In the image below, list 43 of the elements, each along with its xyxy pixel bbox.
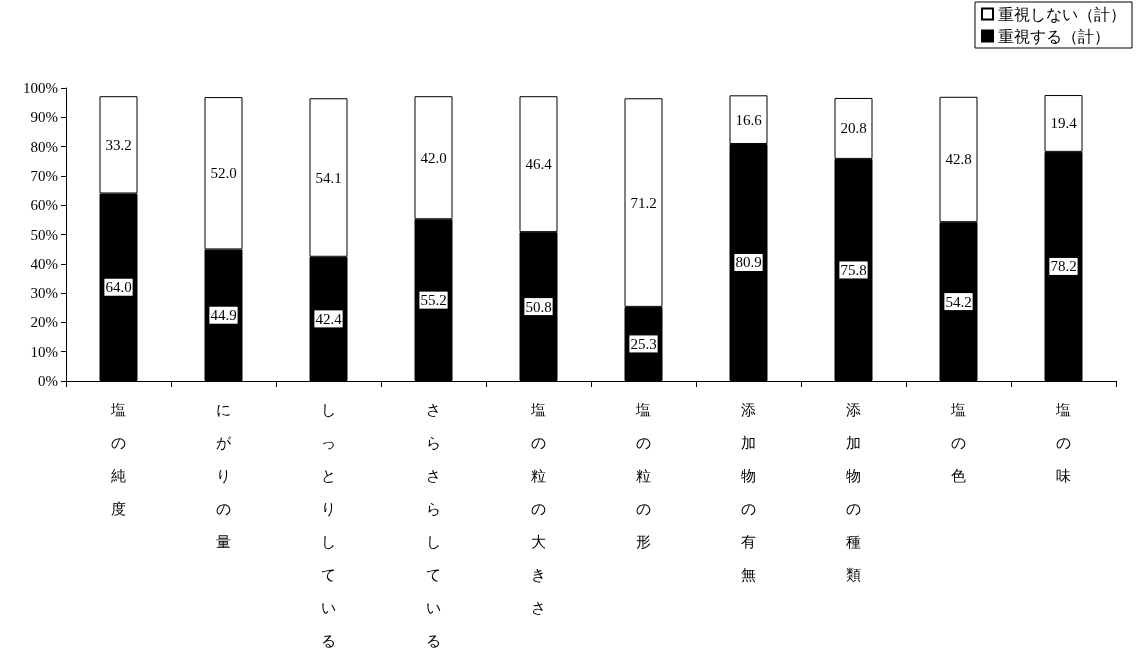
y-tick-label: 30% (30, 285, 58, 302)
legend-label: 重視する（計） (998, 27, 1110, 45)
data-label: 54.1 (315, 169, 342, 186)
y-tick-label: 50% (30, 226, 58, 243)
x-tick-label: にがりの量 (216, 401, 232, 550)
data-label: 46.4 (525, 156, 553, 173)
x-tick-label: しっとりしている (321, 401, 336, 649)
data-label: 54.2 (945, 293, 972, 310)
x-tick-label: 塩の粒の大きさ (530, 401, 546, 616)
data-label: 33.2 (105, 136, 132, 153)
x-tick-label: 塩の味 (1055, 401, 1071, 484)
x-tick-label: 塩の色 (950, 401, 966, 484)
data-label: 44.9 (210, 307, 237, 324)
data-label: 20.8 (840, 120, 867, 137)
y-tick-label: 10% (30, 343, 58, 360)
x-tick-label: 塩の粒の形 (635, 401, 651, 550)
data-label: 16.6 (735, 111, 763, 128)
x-tick-label: 塩の純度 (110, 401, 126, 517)
data-label: 42.4 (315, 310, 343, 327)
data-label: 50.8 (525, 298, 552, 315)
legend-label: 重視しない（計） (998, 5, 1126, 23)
x-tick-label: 添加物の種類 (846, 401, 861, 583)
y-tick-label: 60% (30, 197, 58, 214)
y-tick-label: 80% (30, 138, 58, 155)
y-tick-label: 20% (30, 314, 58, 331)
x-tick-label: さらさらしている (426, 401, 441, 649)
data-label: 19.4 (1050, 115, 1078, 132)
y-tick-label: 70% (30, 167, 58, 184)
data-label: 75.8 (840, 261, 867, 278)
y-tick-label: 0% (38, 373, 58, 389)
data-label: 80.9 (735, 254, 762, 271)
y-tick-label: 40% (30, 255, 58, 272)
data-label: 64.0 (105, 279, 132, 296)
data-label: 25.3 (630, 335, 657, 352)
y-tick-label: 90% (30, 109, 58, 126)
data-label: 55.2 (420, 292, 447, 309)
data-label: 42.8 (945, 151, 972, 168)
data-label: 78.2 (1050, 258, 1077, 275)
y-tick-label: 100% (23, 80, 58, 96)
data-label: 71.2 (630, 194, 657, 211)
data-label: 42.0 (420, 149, 447, 166)
x-tick-label: 添加物の有無 (741, 401, 756, 583)
data-label: 52.0 (210, 165, 237, 182)
